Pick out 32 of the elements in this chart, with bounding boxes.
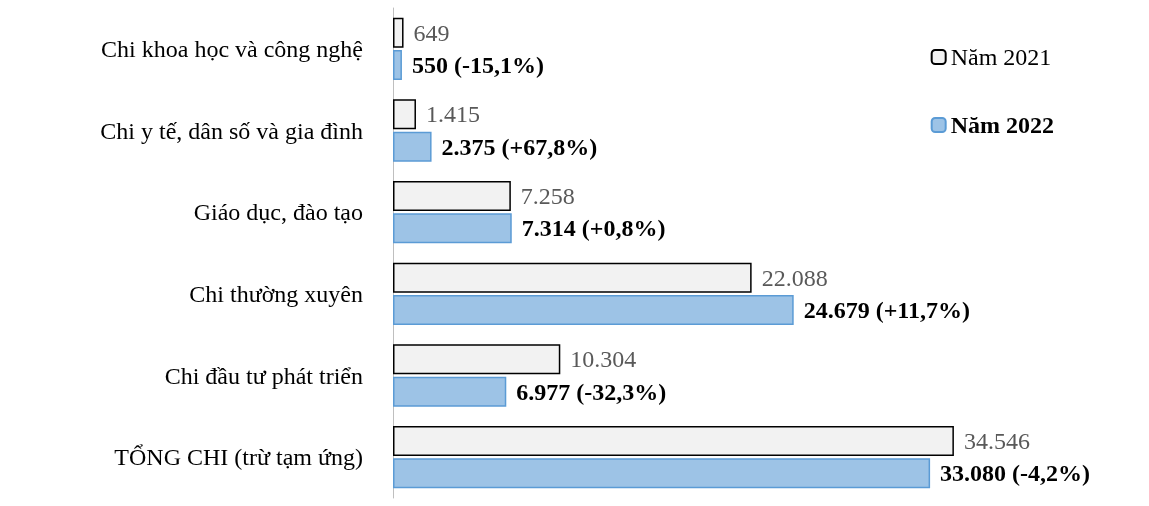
legend-label: Năm 2022 [950, 112, 1054, 138]
y-tick-label: Chi thường xuyên [189, 280, 363, 307]
bar [393, 376, 507, 407]
bar [393, 213, 512, 244]
bar [393, 425, 954, 456]
data-label: 24.679 (+11,7%) [803, 297, 971, 324]
data-label: 34.546 [963, 427, 1030, 454]
bar [393, 99, 416, 130]
data-label: 22.088 [761, 264, 828, 291]
data-label: 6.977 (-32,3%) [516, 378, 667, 405]
y-tick-label: Giáo dục, đào tạo [193, 199, 363, 226]
bar [393, 344, 561, 375]
legend-label: Năm 2021 [950, 44, 1052, 70]
data-label: 2.375 (+67,8%) [441, 133, 598, 160]
bar [393, 17, 404, 48]
bar [393, 50, 402, 81]
y-tick-label: TỔNG CHI (trừ tạm ứng) [114, 444, 363, 471]
data-label: 649 [413, 19, 450, 46]
data-label: 33.080 (-4,2%) [940, 460, 1091, 487]
data-label: 550 (-15,1%) [411, 52, 544, 79]
data-label: 7.314 (+0,8%) [521, 215, 666, 242]
data-label: 1.415 [425, 101, 480, 128]
data-label: 7.258 [520, 182, 575, 209]
bar [393, 458, 931, 489]
bar [393, 295, 794, 326]
bar [393, 262, 752, 293]
y-tick-label: Chi y tế, dân số và gia đình [100, 117, 363, 144]
y-tick-label: Chi khoa học và công nghệ [101, 35, 363, 62]
bar [393, 180, 511, 211]
data-label: 10.304 [570, 346, 637, 373]
y-tick-label: Chi đầu tư phát triển [164, 362, 363, 389]
bar [393, 131, 432, 162]
